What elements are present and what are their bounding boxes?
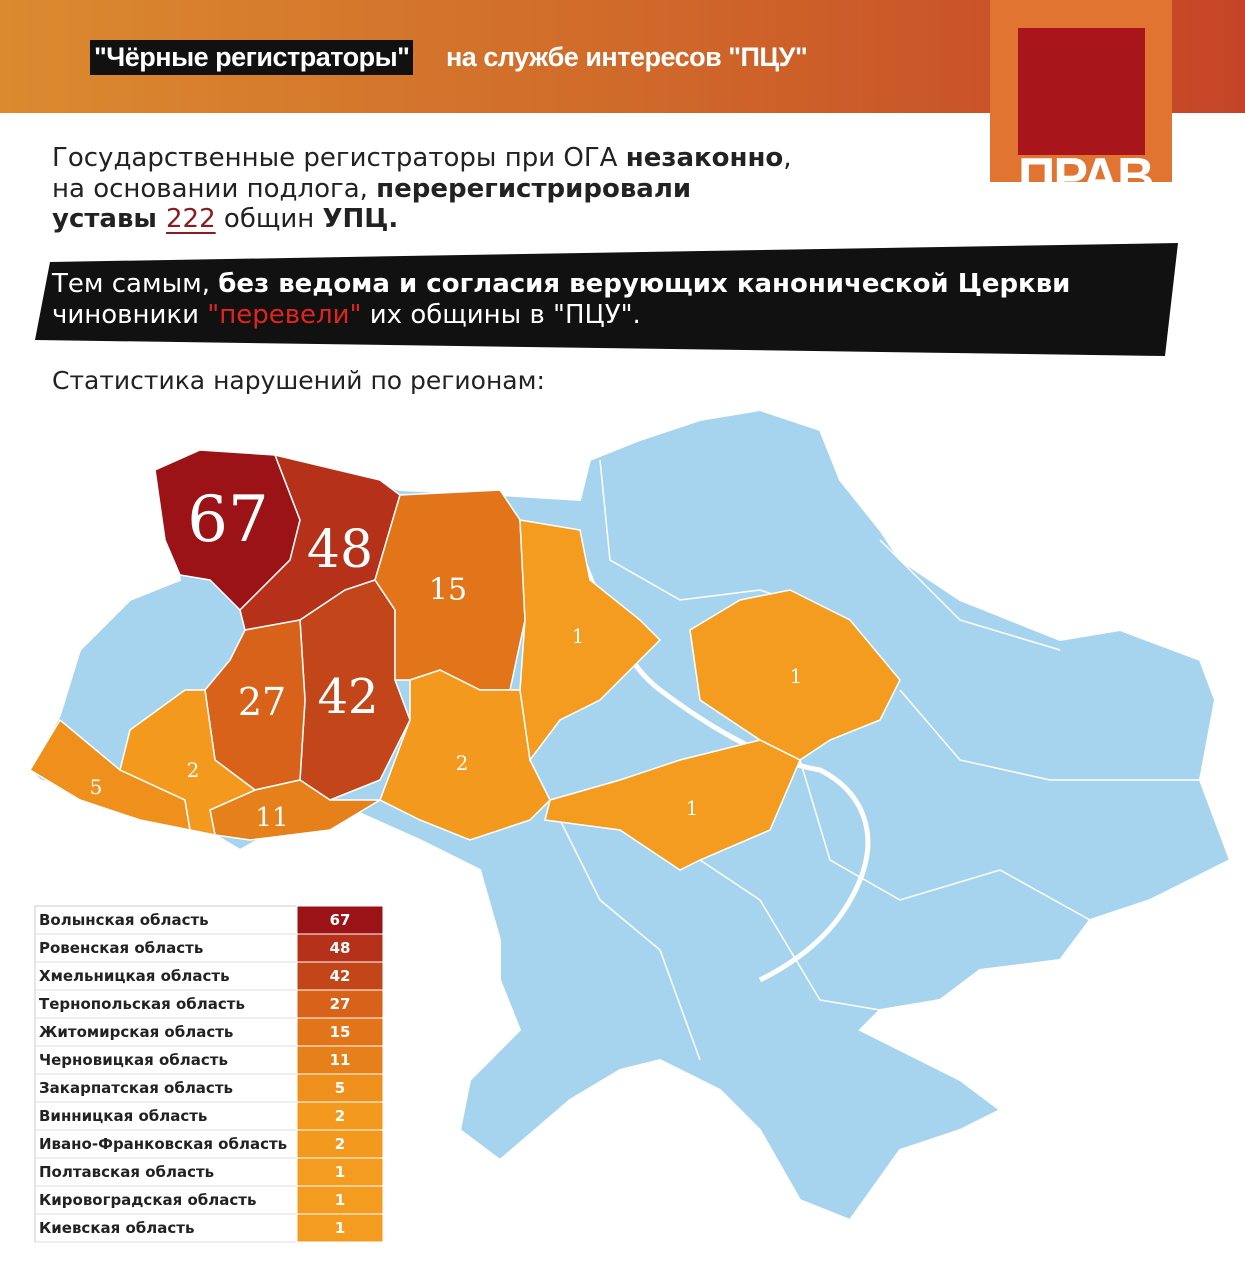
region-label: 27 bbox=[238, 680, 286, 724]
value-cell bbox=[296, 961, 384, 991]
region-label: 1 bbox=[572, 624, 585, 648]
region-name: Ивано-Франковская область bbox=[39, 1135, 287, 1153]
text-segment: общин bbox=[215, 204, 323, 234]
region-label: 67 bbox=[187, 483, 268, 557]
title-highlight: "Чёрные регистраторы" bbox=[90, 40, 414, 75]
logo-text: ПРАВ bbox=[1018, 148, 1155, 206]
region-label: 1 bbox=[790, 664, 803, 688]
region-name: Ровенская область bbox=[39, 939, 203, 957]
region-border bbox=[879, 539, 1061, 651]
region bbox=[544, 739, 801, 871]
intro-line: уставы 222 общин УПЦ. bbox=[52, 204, 398, 234]
value-cell bbox=[296, 1185, 384, 1215]
text-segment: перерегистрировали bbox=[376, 174, 692, 204]
region-name: Тернопольская область bbox=[39, 995, 245, 1013]
region-label: 48 bbox=[307, 520, 373, 580]
text-segment: без ведома и согласия верующих каноничес… bbox=[218, 269, 1071, 299]
value-cell bbox=[296, 905, 384, 935]
region-value: 15 bbox=[330, 1023, 351, 1041]
value-cell bbox=[296, 1101, 384, 1131]
stats-heading: Статистика нарушений по регионам: bbox=[52, 366, 545, 395]
region-name: Волынская область bbox=[39, 911, 209, 929]
region-value: 48 bbox=[330, 939, 351, 957]
intro-line: Государственные регистраторы при ОГА нез… bbox=[52, 143, 792, 173]
region-label: 42 bbox=[317, 669, 378, 725]
title: на службе интересов "ПЦУ" bbox=[446, 42, 808, 72]
region-border bbox=[559, 819, 701, 1061]
region-border bbox=[799, 759, 1091, 921]
region-value: 42 bbox=[330, 967, 351, 985]
region-border bbox=[699, 859, 881, 1011]
intro-line: на основании подлога, перерегистрировали bbox=[52, 174, 691, 204]
region-label: 15 bbox=[429, 573, 467, 608]
region-value: 67 bbox=[330, 911, 351, 929]
text-segment: 222 bbox=[166, 204, 216, 234]
region-name: Киевская область bbox=[39, 1219, 194, 1237]
region-value: 1 bbox=[335, 1219, 345, 1237]
text-segment: их общины в "ПЦУ". bbox=[361, 300, 641, 330]
text-segment: уставы bbox=[52, 204, 166, 234]
region-name: Полтавская область bbox=[39, 1163, 214, 1181]
region-name: Винницкая область bbox=[39, 1107, 207, 1125]
region-value: 1 bbox=[335, 1191, 345, 1209]
text-segment: Государственные регистраторы при ОГА bbox=[52, 143, 626, 173]
region-label: 5 bbox=[90, 775, 103, 799]
text-segment: , bbox=[783, 143, 792, 173]
text-segment: УПЦ. bbox=[322, 204, 399, 234]
region bbox=[689, 589, 901, 761]
region bbox=[119, 689, 257, 836]
value-cell bbox=[296, 933, 384, 963]
region-value: 2 bbox=[335, 1107, 345, 1125]
text-segment: Тем самым, bbox=[52, 269, 219, 299]
region-value: 2 bbox=[335, 1135, 345, 1153]
region-label: 2 bbox=[187, 758, 200, 782]
region-value: 5 bbox=[335, 1079, 345, 1097]
banner bbox=[35, 243, 1178, 356]
text-segment: на основании подлога, bbox=[52, 174, 377, 204]
region-name: Хмельницкая область bbox=[39, 967, 230, 985]
region-value: 27 bbox=[330, 995, 351, 1013]
value-cell bbox=[296, 1045, 384, 1075]
text-segment: "перевели" bbox=[207, 300, 362, 330]
region bbox=[519, 519, 662, 762]
region-value: 1 bbox=[335, 1163, 345, 1181]
text-segment: незаконно bbox=[625, 143, 784, 173]
logo: ПРАВ БЛОГ bbox=[990, 0, 1172, 380]
region-value: 11 bbox=[330, 1051, 351, 1069]
region-label: 11 bbox=[255, 803, 288, 833]
region bbox=[379, 669, 551, 841]
region-label: 1 bbox=[686, 796, 699, 820]
banner-line: Тем самым, без ведома и согласия верующи… bbox=[52, 269, 1070, 299]
region-border bbox=[899, 689, 1200, 781]
region-name: Кировоградская область bbox=[39, 1191, 256, 1209]
banner-line: чиновники "перевели" их общины в "ПЦУ". bbox=[52, 300, 641, 330]
region-name: Закарпатская область bbox=[39, 1079, 233, 1097]
region-name: Черновицкая область bbox=[39, 1051, 228, 1069]
region-name: Житомирская область bbox=[39, 1023, 233, 1041]
text-segment: чиновники bbox=[52, 300, 208, 330]
value-cell bbox=[296, 1129, 384, 1159]
region-label: 2 bbox=[456, 751, 469, 775]
value-cell bbox=[296, 1213, 384, 1243]
